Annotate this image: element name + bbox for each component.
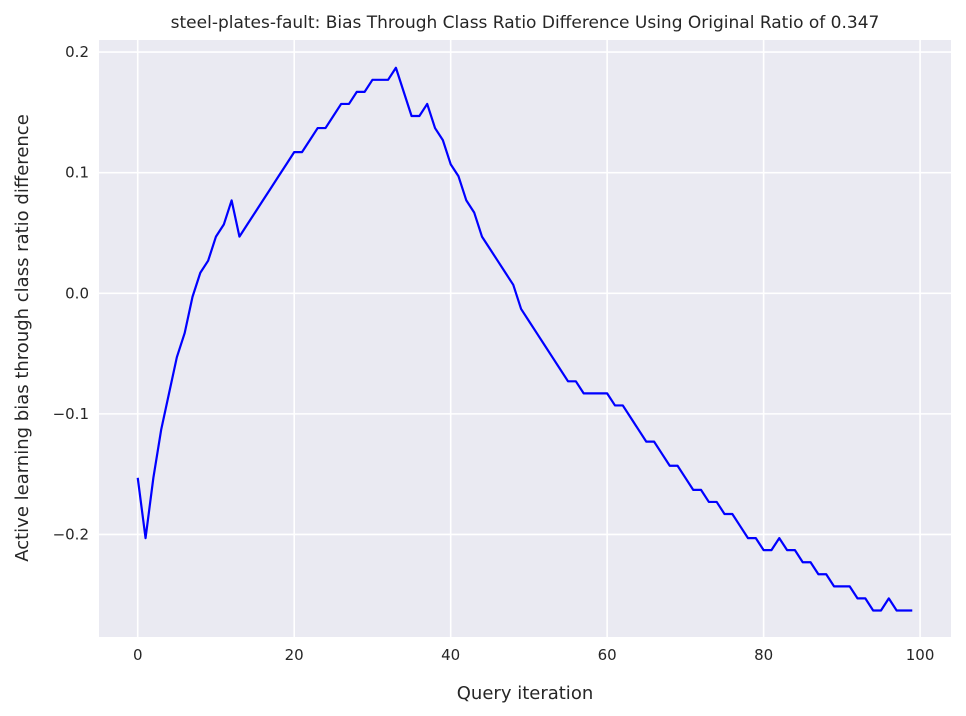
y-axis-label: Active learning bias through class ratio… [12, 114, 33, 562]
grid-vertical-lines [136, 40, 921, 637]
x-tick-label: 40 [441, 646, 460, 664]
x-tick-label: 100 [906, 646, 935, 664]
x-axis-label: Query iteration [457, 683, 593, 704]
y-tick-label: 0.0 [65, 284, 89, 302]
y-tick-label: −0.1 [53, 405, 89, 423]
y-tick-label: 0.1 [65, 164, 89, 182]
y-tick-labels: −0.2 −0.1 0.0 0.1 0.2 [53, 43, 89, 543]
x-tick-label: 0 [133, 646, 143, 664]
series-layer [136, 66, 913, 612]
series-line [136, 66, 913, 612]
x-tick-label: 80 [754, 646, 773, 664]
chart-title: steel-plates-fault: Bias Through Class R… [171, 13, 880, 33]
y-tick-label: 0.2 [65, 43, 89, 61]
grid-horizontal-lines [99, 51, 951, 536]
x-tick-label: 20 [285, 646, 304, 664]
y-tick-label: −0.2 [53, 525, 89, 543]
x-tick-labels: 0 20 40 60 80 100 [133, 646, 934, 664]
plot-area [99, 40, 951, 637]
x-tick-label: 60 [598, 646, 617, 664]
